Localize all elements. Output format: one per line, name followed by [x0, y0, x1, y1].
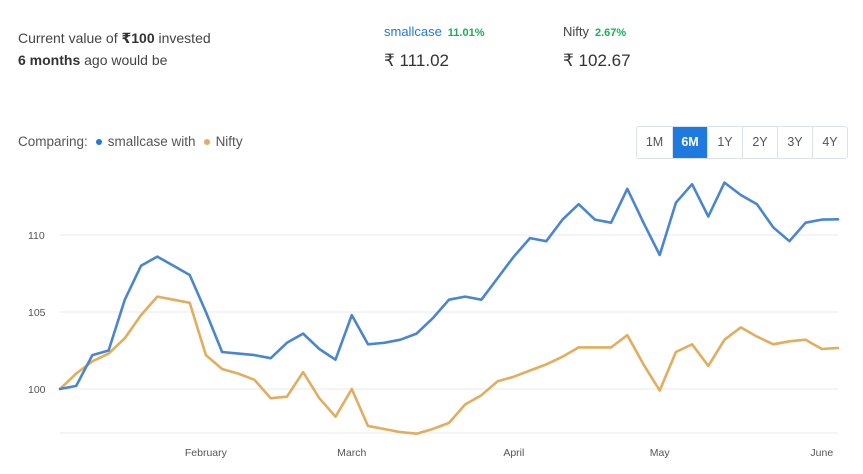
smallcase-legend-dot — [95, 138, 102, 145]
range-button-3y[interactable]: 3Y — [777, 127, 812, 158]
legend-nifty: Nifty — [215, 134, 243, 149]
range-button-1y[interactable]: 1Y — [707, 127, 742, 158]
range-button-6m[interactable]: 6M — [672, 127, 707, 158]
legend-smallcase: smallcase with — [107, 134, 196, 149]
nifty-series-line — [58, 295, 840, 436]
intro-text: Current value of ₹100 invested 6 months … — [18, 27, 211, 71]
intro-line-1: Current value of ₹100 invested — [18, 30, 211, 46]
smallcase-value: ₹ 111.02 — [384, 51, 450, 70]
period-label: 6 months — [18, 52, 81, 68]
time-range-selector: 1M 6M 1Y 2Y 3Y 4Y — [636, 126, 848, 159]
nifty-stat-label: Nifty — [563, 24, 589, 39]
x-tick-label: April — [503, 447, 524, 459]
smallcase-change: 11.01% — [447, 27, 485, 39]
smallcase-stat-label: smallcase — [384, 24, 442, 39]
nifty-legend-dot — [203, 138, 210, 145]
nifty-value: ₹ 102.67 — [563, 51, 631, 70]
range-button-2y[interactable]: 2Y — [742, 127, 777, 158]
x-tick-label: February — [185, 447, 228, 459]
range-button-4y[interactable]: 4Y — [812, 127, 847, 158]
nifty-change: 2.67% — [595, 27, 627, 39]
x-tick-label: June — [810, 447, 833, 459]
invested-amount: ₹100 — [121, 30, 155, 46]
y-tick-label: 100 — [28, 384, 46, 396]
comparing-label: Comparing: — [18, 134, 88, 149]
comparing-legend: Comparing: smallcase with Nifty — [18, 134, 243, 149]
y-tick-label: 105 — [28, 307, 46, 319]
range-button-1m[interactable]: 1M — [645, 135, 664, 149]
x-tick-label: May — [650, 447, 671, 459]
nifty-stat: Nifty 2.67% ₹ 102.67 — [563, 24, 631, 71]
intro-line-2: 6 months ago would be — [18, 52, 168, 68]
x-tick-label: March — [337, 447, 366, 459]
smallcase-stat: smallcase 11.01% ₹ 111.02 — [384, 24, 485, 71]
y-tick-label: 110 — [28, 230, 45, 242]
smallcase-series-line — [58, 181, 840, 391]
